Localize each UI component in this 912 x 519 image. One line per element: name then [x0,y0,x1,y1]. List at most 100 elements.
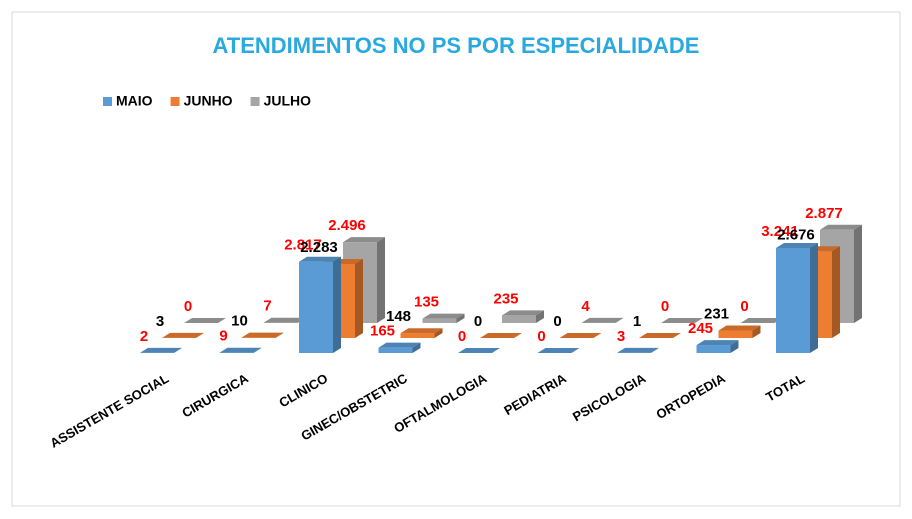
value-label: 3 [617,328,625,345]
bar-front [776,248,810,353]
legend-label: MAIO [116,93,153,109]
bar [378,342,421,353]
bar-front [400,333,435,338]
bar-top [378,342,421,348]
bar-top [241,332,284,338]
bar-top [162,332,204,338]
bar-top [299,256,341,262]
value-label: 0 [184,298,192,315]
bar-side [615,317,624,323]
bar-side [377,237,385,323]
bar [776,243,818,353]
value-label: 7 [263,298,271,315]
bar-side [434,328,443,338]
bar-top [480,333,522,338]
value-label: 0 [474,313,482,330]
value-label: 2.283 [300,239,338,256]
value-label: 2.496 [328,217,366,234]
bar [400,328,443,338]
value-label: 2.817 [284,237,322,254]
bar-side [536,310,544,323]
bar [617,347,659,353]
bar [422,313,465,323]
value-label: 0 [740,298,748,315]
bar-side [196,332,204,338]
bar [480,333,522,338]
bar-side [752,325,761,338]
value-label: 0 [553,313,561,330]
bar [219,347,262,353]
bar-top [696,340,739,346]
bar-top [581,317,624,323]
value-label: 4 [581,298,590,315]
bar-front [299,261,333,353]
bar-top [617,347,659,353]
bar-front [502,315,536,323]
bar-front [718,330,753,338]
bar-side [275,332,284,338]
bar-side [854,224,862,323]
bar-top [661,318,703,323]
bar [458,348,500,353]
chart-title: ATENDIMENTOS NO PS POR ESPECIALIDADE [213,33,700,58]
bar [740,318,783,323]
bar [299,256,341,353]
bar-top [639,332,681,338]
legend-swatch [250,97,260,106]
bar [140,347,182,353]
bar-top [740,318,783,323]
value-label: 2.676 [777,226,815,243]
bar-top [422,313,465,319]
bar-side [253,347,262,353]
bar-top [400,328,443,334]
value-label: 9 [219,328,227,345]
bar-side [174,347,182,353]
bar [537,348,580,353]
bar [661,318,703,323]
bar-side [333,256,341,353]
legend-label: JUNHO [184,93,233,109]
bar [184,318,226,323]
value-label: 1 [633,313,641,330]
value-label: 0 [458,328,466,345]
bar-top [559,333,602,338]
bar [696,340,739,353]
bar-top [140,347,182,353]
bar-side [355,259,363,338]
bar-side [730,340,739,353]
bar-top [718,325,761,331]
bar-front [378,347,413,353]
value-label: 2.877 [805,205,843,222]
bar-top [820,224,862,230]
bar-side [412,342,421,353]
value-label: 3 [156,313,164,330]
legend-label: JULHO [264,93,312,109]
value-label: 231 [704,305,729,322]
bar [502,310,544,323]
bar-side [673,332,681,338]
bar-side [651,347,659,353]
bar-side [456,313,465,323]
bar-top [537,348,580,353]
value-label: 245 [688,320,713,337]
value-label: 165 [370,323,395,340]
bar-top [502,310,544,316]
chart-border [11,11,901,507]
bar-front [422,318,457,323]
value-label: 0 [537,328,545,345]
bar-top [458,348,500,353]
bar-top [219,347,262,353]
bar [581,317,624,323]
value-label: 135 [414,294,439,311]
bar [639,332,681,338]
bar-top [776,243,818,248]
legend-swatch [170,97,180,106]
bar [718,325,761,338]
bar-top [343,237,385,243]
legend-swatch [103,97,112,106]
bar [241,332,284,338]
bar [162,332,204,338]
value-label: 3.241 [761,223,799,240]
bar-side [832,246,840,338]
